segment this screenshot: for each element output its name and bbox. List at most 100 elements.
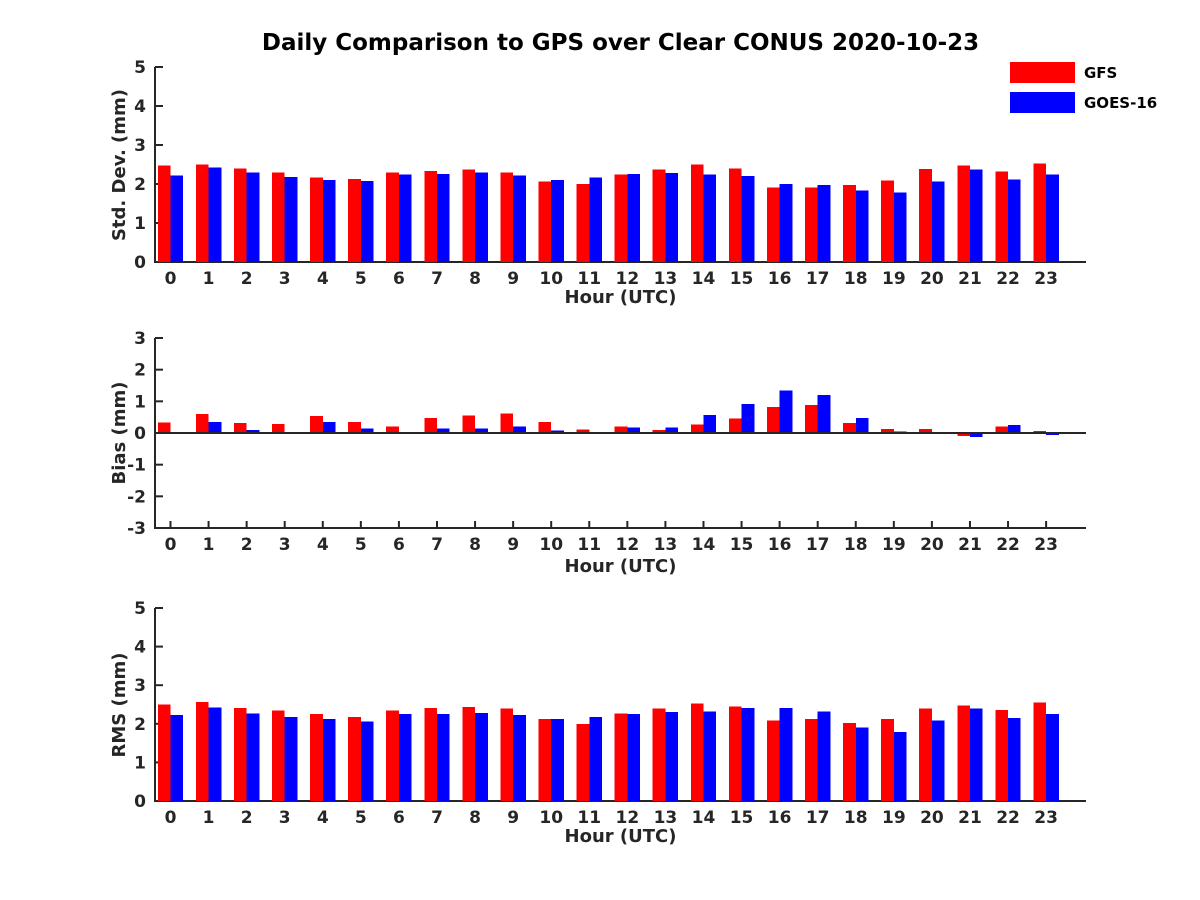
x-tick-label: 11 bbox=[577, 535, 601, 555]
x-tick-label: 4 bbox=[317, 535, 329, 555]
bar-goes16-h8 bbox=[475, 172, 488, 262]
bar-gfs-h0 bbox=[157, 422, 171, 433]
bar-gfs-h2 bbox=[233, 707, 247, 801]
bar-goes16-h18 bbox=[855, 190, 869, 262]
x-tick-label: 10 bbox=[539, 535, 563, 555]
legend-swatch-goes16 bbox=[1010, 92, 1075, 113]
y-tick-label: -1 bbox=[127, 456, 146, 476]
bar-goes16-h16 bbox=[779, 184, 793, 262]
x-tick-label: 19 bbox=[882, 269, 906, 289]
bar-goes16-h22 bbox=[1008, 179, 1021, 262]
x-tick-label: 4 bbox=[317, 269, 329, 289]
y-tick-label: 5 bbox=[134, 599, 146, 619]
rms-x-axis-label: Hour (UTC) bbox=[564, 826, 677, 847]
bar-goes16-h18 bbox=[855, 418, 869, 433]
x-tick-label: 8 bbox=[469, 808, 481, 828]
bar-goes16-h17 bbox=[817, 185, 831, 262]
x-tick-label: 0 bbox=[165, 269, 177, 289]
x-tick-label: 15 bbox=[730, 808, 754, 828]
x-tick-label: 7 bbox=[431, 269, 443, 289]
y-tick-label: 2 bbox=[134, 715, 146, 735]
bar-gfs-h16 bbox=[766, 407, 780, 433]
x-tick-label: 20 bbox=[920, 269, 944, 289]
x-tick-label: 20 bbox=[920, 808, 944, 828]
legend-label-goes16: GOES-16 bbox=[1084, 93, 1158, 112]
bar-gfs-h20 bbox=[919, 428, 932, 433]
x-tick-label: 1 bbox=[203, 808, 215, 828]
bar-goes16-h17 bbox=[817, 395, 831, 433]
bar-goes16-h12 bbox=[627, 714, 641, 801]
x-tick-label: 9 bbox=[507, 535, 519, 555]
bar-gfs-h21 bbox=[957, 433, 970, 437]
bar-goes16-h9 bbox=[513, 175, 526, 262]
x-tick-label: 2 bbox=[241, 269, 253, 289]
bar-goes16-h4 bbox=[322, 421, 336, 433]
bar-gfs-h13 bbox=[652, 708, 666, 801]
bar-gfs-h15 bbox=[728, 418, 742, 433]
stddev-y-axis-label: Std. Dev. (mm) bbox=[109, 88, 130, 242]
bar-gfs-h2 bbox=[233, 422, 247, 433]
bar-gfs-h12 bbox=[614, 713, 628, 801]
x-tick-label: 18 bbox=[844, 808, 868, 828]
chart-title: Daily Comparison to GPS over Clear CONUS… bbox=[261, 30, 980, 56]
bar-gfs-h8 bbox=[462, 706, 476, 801]
bar-gfs-h3 bbox=[272, 710, 285, 801]
x-tick-label: 3 bbox=[279, 535, 291, 555]
x-tick-label: 8 bbox=[469, 535, 481, 555]
bar-gfs-h13 bbox=[652, 169, 666, 262]
bar-goes16-h14 bbox=[703, 174, 717, 262]
bar-goes16-h23 bbox=[1046, 713, 1059, 801]
bar-goes16-h4 bbox=[322, 718, 336, 801]
bar-gfs-h14 bbox=[690, 424, 704, 433]
bar-gfs-h11 bbox=[576, 429, 590, 433]
x-tick-label: 22 bbox=[996, 808, 1020, 828]
bar-gfs-h12 bbox=[614, 426, 628, 433]
x-tick-label: 7 bbox=[431, 535, 443, 555]
bar-gfs-h6 bbox=[386, 426, 399, 433]
bar-gfs-h11 bbox=[576, 723, 590, 801]
bar-goes16-h5 bbox=[360, 428, 374, 433]
y-tick-label: 1 bbox=[134, 214, 146, 234]
x-tick-label: 5 bbox=[355, 535, 367, 555]
bar-goes16-h15 bbox=[741, 176, 755, 262]
bar-gfs-h3 bbox=[272, 172, 285, 262]
bar-goes16-h23 bbox=[1046, 433, 1059, 436]
x-tick-label: 16 bbox=[768, 269, 792, 289]
bar-gfs-h2 bbox=[233, 168, 247, 262]
bar-goes16-h8 bbox=[475, 428, 488, 433]
x-tick-label: 9 bbox=[507, 808, 519, 828]
bar-gfs-h10 bbox=[538, 181, 552, 262]
x-tick-label: 2 bbox=[241, 535, 253, 555]
x-tick-label: 13 bbox=[654, 269, 678, 289]
y-tick-label: 2 bbox=[134, 175, 146, 195]
bar-goes16-h3 bbox=[284, 716, 298, 801]
bar-gfs-h21 bbox=[957, 165, 970, 262]
x-tick-label: 23 bbox=[1034, 808, 1058, 828]
bar-goes16-h12 bbox=[627, 427, 641, 433]
x-tick-label: 11 bbox=[577, 269, 601, 289]
legend-item-goes16: GOES-16 bbox=[1010, 92, 1157, 113]
x-tick-label: 13 bbox=[654, 808, 678, 828]
bar-gfs-h0 bbox=[157, 704, 171, 801]
bar-gfs-h4 bbox=[310, 177, 323, 262]
y-tick-label: 3 bbox=[134, 329, 146, 349]
bar-goes16-h17 bbox=[817, 711, 831, 801]
x-tick-label: 2 bbox=[241, 808, 253, 828]
bar-goes16-h19 bbox=[893, 731, 907, 801]
bias-y-axis-label: Bias (mm) bbox=[109, 381, 130, 485]
legend-label-gfs: GFS bbox=[1084, 63, 1118, 82]
bar-goes16-h7 bbox=[436, 173, 450, 262]
x-tick-label: 1 bbox=[203, 269, 215, 289]
x-tick-label: 6 bbox=[393, 808, 405, 828]
legend-swatch-gfs bbox=[1010, 62, 1075, 83]
x-tick-label: 23 bbox=[1034, 535, 1058, 555]
x-tick-label: 13 bbox=[654, 535, 678, 555]
bar-gfs-h6 bbox=[386, 172, 399, 262]
bar-goes16-h10 bbox=[551, 180, 564, 262]
bar-gfs-h21 bbox=[957, 705, 970, 801]
bar-goes16-h22 bbox=[1008, 424, 1021, 433]
x-tick-label: 16 bbox=[768, 535, 792, 555]
x-tick-label: 14 bbox=[692, 269, 716, 289]
bar-gfs-h15 bbox=[728, 706, 742, 801]
x-tick-label: 5 bbox=[355, 269, 367, 289]
